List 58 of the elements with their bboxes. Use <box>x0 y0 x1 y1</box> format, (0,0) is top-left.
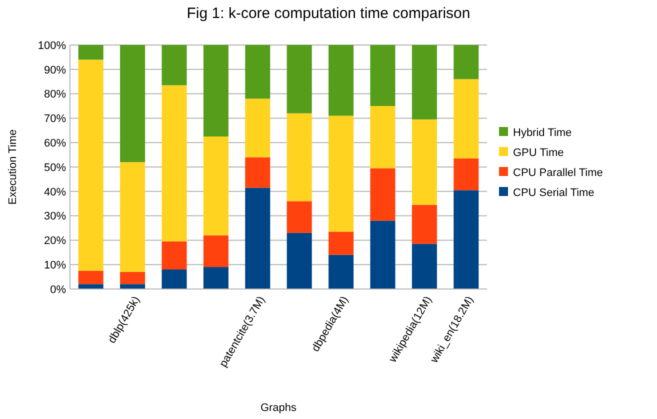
bar <box>245 188 270 289</box>
bar <box>120 162 146 272</box>
y-tick-label: 70% <box>44 113 66 126</box>
bar <box>454 45 479 80</box>
bar <box>203 235 228 268</box>
bar <box>78 60 104 271</box>
bar <box>203 45 228 136</box>
y-tick-label: 60% <box>44 137 66 150</box>
bar <box>370 220 396 289</box>
bar <box>120 284 146 289</box>
bar <box>162 269 187 289</box>
bar <box>412 45 437 120</box>
y-tick-label: 10% <box>44 259 66 272</box>
y-tick-label: 0% <box>50 284 66 296</box>
bar <box>162 85 187 242</box>
bar <box>328 116 354 232</box>
legend-label: CPU Serial Time <box>513 186 594 199</box>
y-tick-label: 90% <box>44 64 66 76</box>
bar <box>286 113 312 202</box>
bar <box>412 119 437 205</box>
bar <box>370 106 396 168</box>
bar <box>245 98 270 158</box>
bar <box>328 254 354 289</box>
bar <box>245 45 270 99</box>
bar <box>412 244 437 289</box>
bar <box>162 241 187 270</box>
y-tick-label: 30% <box>44 210 66 223</box>
legend-label: GPU Time <box>513 146 564 159</box>
bar <box>286 45 312 114</box>
y-tick-label: 20% <box>44 235 66 248</box>
y-tick-label: 80% <box>44 88 66 101</box>
bar <box>412 204 437 244</box>
y-tick-label: 40% <box>44 186 66 198</box>
bar <box>120 45 146 162</box>
legend-label: CPU Parallel Time <box>513 166 603 179</box>
x-axis-title: Graphs <box>260 402 298 414</box>
bar <box>203 136 228 236</box>
y-tick-label: 100% <box>38 40 66 52</box>
bar <box>286 201 312 233</box>
bar <box>370 45 396 106</box>
bar <box>78 284 104 289</box>
bar <box>328 45 354 116</box>
bar <box>370 168 396 221</box>
chart-title: Fig 1: k-core computation time comparison <box>186 5 470 22</box>
bar <box>454 190 479 289</box>
bar <box>203 267 228 289</box>
y-axis-title: Execution Time <box>7 129 19 205</box>
legend-label: Hybrid Time <box>513 126 572 139</box>
bar <box>78 270 104 284</box>
bar <box>454 158 479 190</box>
bar <box>120 272 146 284</box>
y-tick-label: 50% <box>44 162 66 174</box>
bar <box>162 45 187 86</box>
bar <box>78 45 104 60</box>
bar <box>328 232 354 255</box>
bar <box>286 232 312 289</box>
bar <box>245 157 270 188</box>
bar <box>454 79 479 158</box>
